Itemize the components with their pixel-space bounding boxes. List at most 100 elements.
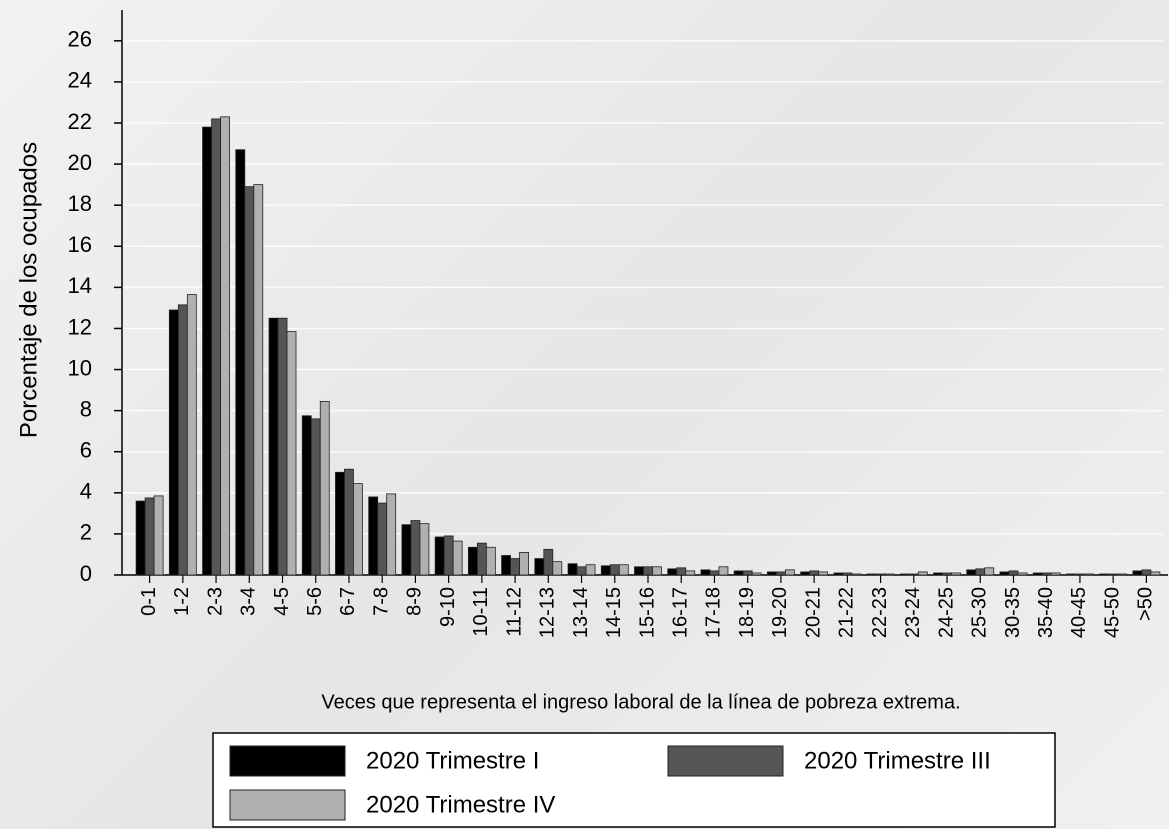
legend-label: 2020 Trimestre I: [366, 747, 539, 774]
bar: [401, 524, 412, 576]
bar: [1032, 572, 1043, 576]
bar: [951, 572, 961, 576]
bar: [942, 572, 952, 576]
bar: [1099, 573, 1110, 576]
bar: [908, 573, 919, 576]
bar: [310, 418, 321, 576]
bar: [999, 571, 1010, 576]
bar: [984, 567, 995, 576]
bar: [709, 570, 720, 576]
bar: [667, 568, 678, 576]
bar: [676, 567, 687, 576]
bar: [135, 500, 146, 576]
y-tick-label: 10: [68, 355, 92, 380]
bar: [443, 535, 454, 576]
y-tick-label: 22: [68, 109, 92, 134]
x-tick-label: 7-8: [370, 587, 392, 616]
bar: [177, 304, 188, 576]
bar: [1066, 573, 1076, 576]
bar: [1008, 570, 1019, 576]
legend-swatch: [229, 789, 346, 821]
y-tick-label: 6: [80, 438, 92, 463]
legend-swatch: [229, 745, 346, 777]
bar: [609, 564, 620, 576]
bar: [809, 570, 820, 576]
x-tick-label: 5-6: [304, 587, 326, 616]
bar: [253, 184, 264, 576]
bar: [211, 118, 221, 576]
bar: [1150, 571, 1161, 576]
bar: [386, 493, 397, 576]
legend: [212, 732, 1056, 828]
bar: [767, 571, 777, 576]
bar: [410, 520, 421, 576]
y-tick-label: 14: [68, 273, 92, 298]
x-tick-label: >50: [1135, 587, 1157, 621]
bar: [519, 552, 529, 576]
bar: [344, 468, 354, 576]
bar: [899, 573, 910, 576]
y-tick-label: 26: [68, 27, 92, 52]
bar: [319, 400, 330, 576]
bar: [552, 561, 563, 576]
bar: [884, 573, 895, 576]
bar: [875, 573, 886, 576]
bar: [268, 317, 279, 576]
bar: [851, 573, 862, 576]
bar: [933, 572, 943, 576]
x-tick-label: 40-45: [1068, 587, 1090, 638]
bar: [585, 564, 596, 576]
bar: [534, 558, 545, 576]
x-tick-label: 9-10: [437, 587, 459, 627]
bar: [244, 186, 255, 576]
bar: [220, 116, 230, 576]
bar: [966, 569, 977, 576]
bar: [643, 566, 653, 576]
x-tick-label: 6-7: [337, 587, 359, 616]
x-tick-label: 19-20: [769, 587, 791, 638]
x-tick-label: 0-1: [138, 587, 160, 616]
bar: [842, 572, 853, 576]
x-tick-label: 8-9: [404, 587, 426, 616]
legend-label: 2020 Trimestre III: [804, 747, 991, 774]
bar: [1117, 573, 1128, 576]
x-tick-label: 45-50: [1101, 587, 1123, 638]
x-tick-label: 21-22: [836, 587, 858, 638]
bar: [335, 471, 345, 576]
bar: [634, 566, 644, 576]
bar: [618, 564, 629, 576]
x-tick-label: 10-11: [470, 587, 492, 637]
bar: [600, 565, 611, 576]
bar: [301, 415, 312, 576]
y-tick-label: 24: [68, 68, 92, 93]
x-tick-label: 13-14: [570, 587, 592, 638]
x-tick-label: 14-15: [603, 587, 625, 638]
bar: [1141, 569, 1152, 576]
bar: [1041, 572, 1052, 576]
y-tick-label: 8: [80, 396, 92, 421]
y-tick-label: 0: [80, 561, 92, 586]
bar: [153, 495, 164, 576]
y-tick-label: 2: [80, 520, 92, 545]
x-tick-label: 23-24: [902, 587, 924, 638]
x-tick-label: 2-3: [204, 587, 226, 616]
bar: [1084, 573, 1094, 576]
x-tick-label: 17-18: [703, 587, 725, 638]
x-tick-label: 3-4: [238, 587, 260, 616]
x-axis-title: Veces que representa el ingreso laboral …: [321, 691, 960, 713]
bar: [833, 572, 844, 576]
x-tick-label: 30-35: [1002, 587, 1024, 638]
bar: [776, 571, 786, 576]
bar: [501, 555, 511, 576]
bar: [975, 568, 986, 576]
x-tick-label: 15-16: [636, 587, 658, 638]
bar: [368, 496, 379, 576]
x-tick-label: 18-19: [736, 587, 758, 638]
y-axis-title: Porcentaje de los ocupados: [15, 142, 42, 438]
bar: [353, 483, 363, 576]
x-tick-label: 1-2: [171, 587, 193, 616]
bar: [785, 569, 795, 576]
bar: [1075, 573, 1085, 576]
y-tick-label: 4: [80, 479, 92, 504]
